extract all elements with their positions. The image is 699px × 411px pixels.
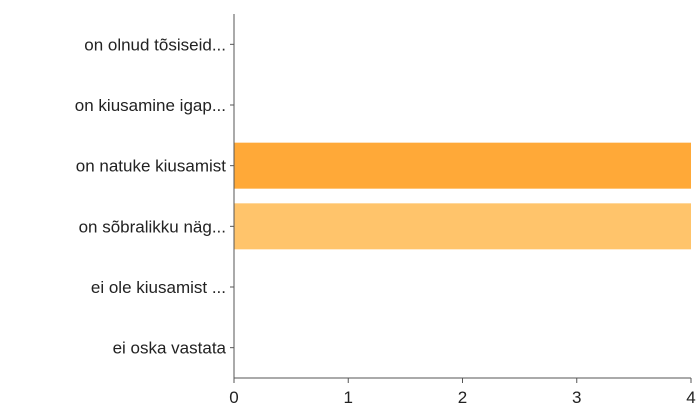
x-axis-ticks: 0 1 2 3 4	[229, 378, 696, 407]
x-tick-label: 2	[458, 388, 467, 407]
category-label: on kiusamine igap...	[75, 96, 226, 115]
category-label: on olnud tõsiseid...	[84, 35, 226, 54]
x-tick-label: 1	[344, 388, 353, 407]
x-tick-label: 3	[572, 388, 581, 407]
bar	[234, 142, 691, 189]
bar	[234, 203, 691, 250]
x-tick-label: 0	[229, 388, 238, 407]
category-label: on natuke kiusamist	[76, 157, 227, 176]
category-label: on sõbralikku näg...	[79, 217, 226, 236]
category-label: ei oska vastata	[113, 339, 227, 358]
bars-group	[234, 142, 691, 250]
category-label: ei ole kiusamist ...	[91, 278, 226, 297]
category-labels: on olnud tõsiseid... on kiusamine igap...…	[75, 35, 234, 358]
x-tick-label: 4	[686, 388, 695, 407]
